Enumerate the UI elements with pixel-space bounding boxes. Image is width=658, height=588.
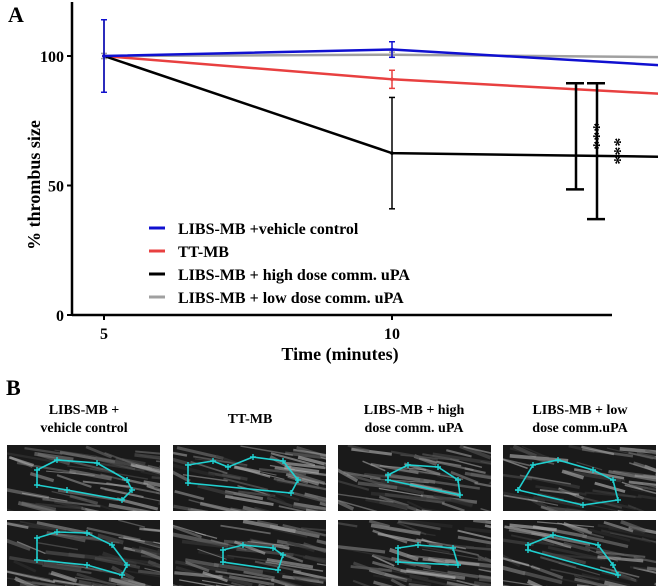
x-axis-label: Time (minutes) xyxy=(281,344,398,365)
data-point xyxy=(390,47,394,52)
line-chart: 05010051015202530354045Time (minutes)% t… xyxy=(24,2,658,365)
series-line xyxy=(103,54,658,158)
y-tick-label: 100 xyxy=(40,49,64,66)
legend-label: LIBS-MB +vehicle control xyxy=(178,221,359,238)
series-0 xyxy=(101,18,658,94)
ultrasound-image xyxy=(173,445,326,511)
series-line xyxy=(103,48,658,67)
y-tick-label: 0 xyxy=(56,308,64,325)
ultrasound-image-graphic xyxy=(173,445,326,511)
legend-label: LIBS-MB + high dose comm. uPA xyxy=(178,267,410,284)
ultrasound-image xyxy=(503,520,656,586)
ultrasound-image-graphic xyxy=(173,520,326,586)
panel-label-b: B xyxy=(6,375,21,400)
series-1 xyxy=(102,54,658,95)
ultrasound-image xyxy=(503,445,656,511)
series-3 xyxy=(101,51,658,60)
ultrasound-image-graphic xyxy=(7,520,160,586)
ultrasound-image xyxy=(338,520,491,586)
legend-label: LIBS-MB + low dose comm. uPA xyxy=(178,290,404,307)
column-label-tt-mb: TT-MB xyxy=(170,411,330,429)
ultrasound-image-graphic xyxy=(503,520,656,586)
label-line: LIBS-MB + low xyxy=(532,403,628,418)
label-line: LIBS-MB + high xyxy=(363,403,465,418)
label-line: dose comm.uPA xyxy=(532,421,628,436)
label-line: dose comm. uPA xyxy=(364,421,464,436)
data-point xyxy=(390,151,394,155)
y-tick-label: 50 xyxy=(48,179,64,196)
significance-label: *** xyxy=(584,123,604,150)
column-label-high-dose: LIBS-MB + high dose comm. uPA xyxy=(334,402,494,438)
data-point xyxy=(390,77,394,82)
ultrasound-image xyxy=(7,520,160,586)
significance-label: *** xyxy=(605,138,625,165)
x-tick-label: 5 xyxy=(100,326,108,343)
panel-label-a: A xyxy=(8,2,24,27)
label-line: TT-MB xyxy=(227,412,273,427)
x-tick-label: 10 xyxy=(384,326,400,343)
ultrasound-image xyxy=(7,445,160,511)
column-label-vehicle: LIBS-MB + vehicle control xyxy=(4,402,164,438)
ultrasound-image-graphic xyxy=(338,520,491,586)
y-axis-label: % thrombus size xyxy=(24,120,44,250)
series-line xyxy=(103,54,658,95)
ultrasound-image-graphic xyxy=(7,445,160,511)
ultrasound-image xyxy=(338,445,491,511)
ultrasound-image-graphic xyxy=(338,445,491,511)
ultrasound-image-graphic xyxy=(503,445,656,511)
legend-label: TT-MB xyxy=(178,244,229,261)
ultrasound-image xyxy=(173,520,326,586)
column-label-low-dose: LIBS-MB + low dose comm.uPA xyxy=(500,402,658,438)
label-line: LIBS-MB + xyxy=(48,403,120,418)
label-line: vehicle control xyxy=(40,421,128,436)
data-point xyxy=(102,54,106,58)
